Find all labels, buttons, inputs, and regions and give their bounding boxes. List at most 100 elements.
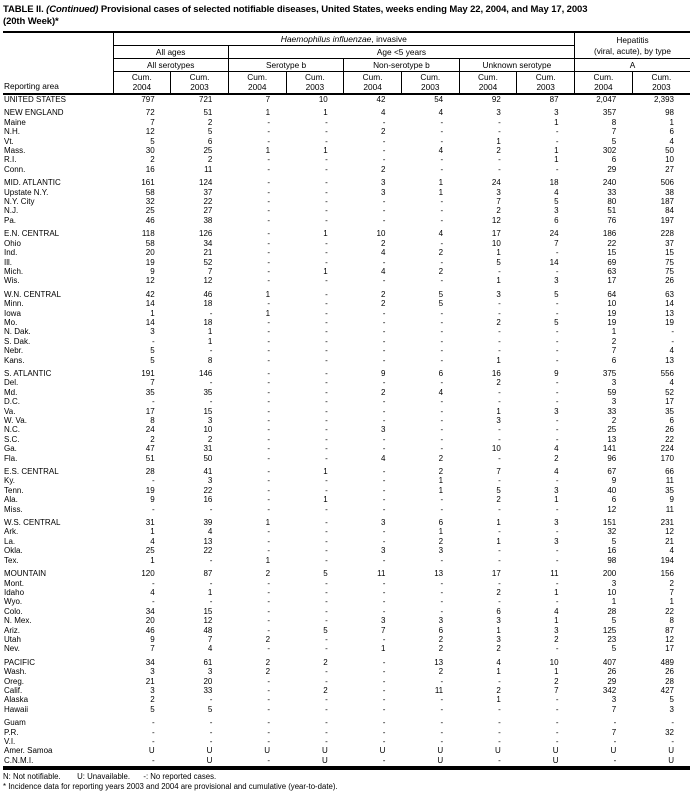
value-cell: - [498,737,501,746]
value-cell: 1 [323,266,328,276]
value-cell: 3 [554,206,559,216]
table-row: P.R. - - - - - - - - 7 32 [3,728,690,737]
value-cell: - [267,467,271,477]
value-cell: 3 [554,625,559,635]
value-cell: 3 [150,667,155,677]
table-row: Okla. 25 22 - - 3 3 - - 16 4 [3,546,690,555]
hepatitis-a-header: A [574,58,690,72]
value-cell: - [555,695,559,705]
reporting-area-cell: V.I. [4,737,16,746]
value-cell: 29 [607,164,617,174]
value-cell: - [498,164,501,174]
value-cell: 3 [496,187,501,197]
region-group: E.S. CENTRAL 28 41-1-2 7 4 67 66 Ky. -3- - -1- -9 11… [3,463,690,514]
value-cell: - [498,425,501,435]
value-cell: 2 [265,657,271,667]
value-cell: U [668,746,674,756]
value-cell: - [267,387,271,397]
reporting-area-cell: Ala. [4,495,18,505]
value-cell: - [498,127,501,137]
reporting-area-cell: NEW ENGLAND [4,108,64,118]
all-serotypes-header: All serotypes [113,58,229,72]
table-row: Guam - - - - - - - - - - [3,714,690,727]
value-cell: - [574,755,633,771]
value-cell: - [152,727,155,737]
value-cell: - [209,346,213,356]
value-cell: - [325,155,328,165]
value-cell: - [440,276,444,286]
value-cell: 224 [660,444,674,454]
value-cell: - [555,378,559,388]
table-row: N. Dak. 3 1 - - - - - - 1 - [3,327,690,336]
value-cell: 2 [207,117,213,127]
table-row: Idaho 4 1 - - - - 2 1 10 7 [3,588,690,597]
value-cell: 1 [554,667,559,677]
value-cell: 4 [150,536,155,546]
value-cell: - [267,187,271,197]
value-cell: - [555,127,559,137]
value-cell: - [555,504,559,514]
reporting-area-cell: N.J. [4,206,19,216]
value-cell: U [610,746,617,756]
value-cell: 29 [607,676,617,686]
value-cell: 69 [607,257,617,267]
legend-unavailable: U: Unavailable. [77,772,131,782]
value-cell: 2 [496,146,501,156]
value-cell: 19 [145,257,155,267]
value-cell: - [209,555,213,565]
reporting-area-cell: Ga. [4,444,17,454]
value-cell: 13 [434,569,444,579]
value-cell: - [555,299,559,309]
hib-rest-label: , invasive [371,34,407,44]
value-cell: - [152,597,155,607]
value-cell: 1 [496,406,501,416]
value-cell: - [555,336,559,346]
value-cell: - [498,308,501,318]
reporting-area-cell: N.Y. City [4,197,35,207]
value-cell: - [325,444,328,454]
value-cell: - [267,206,271,216]
value-cell: 2 [380,387,386,397]
value-cell: - [555,578,559,588]
value-cell: - [325,727,328,737]
value-cell: - [267,178,271,188]
value-cell: 191 [141,368,155,378]
value-cell: - [440,197,444,207]
value-cell: 4 [669,346,674,356]
value-cell: - [382,406,386,416]
value-cell: - [267,266,271,276]
value-cell: 1 [150,308,155,318]
value-cell: - [152,336,155,346]
value-cell: 9 [380,368,386,378]
value-cell: 13 [607,434,617,444]
value-cell: 12 [665,527,674,537]
table-row: Tenn. 19 22 - - - 1 5 3 40 35 [3,486,690,495]
reporting-area-cell: MOUNTAIN [4,569,47,579]
reporting-area-cell: Pa. [4,215,17,225]
value-cell: 3 [150,327,155,337]
value-cell: - [325,606,328,616]
value-cell: 2 [438,266,444,276]
value-cell: 21 [665,536,674,546]
value-cell: - [382,308,386,318]
value-cell: 342 [602,685,617,695]
value-cell: - [267,644,271,654]
value-cell: - [555,727,559,737]
value-cell: - [267,257,271,267]
value-cell: - [440,327,444,337]
value-cell: 13 [434,657,444,667]
value-cell: - [382,737,386,746]
value-cell: - [325,248,328,258]
value-cell: - [267,355,271,365]
value-cell: - [382,206,386,216]
reporting-area-cell: Iowa [4,308,21,318]
value-cell: - [555,387,559,397]
table-title: TABLE II. (Continued) Provisional cases … [3,4,690,28]
value-cell: - [555,737,559,746]
value-cell: 170 [660,453,674,463]
region-group: E.N. CENTRAL 118 126-1 10 4 17 24 186 228 Ohio 58 3… [3,225,690,285]
value-cell: 80 [607,197,617,207]
value-cell: - [325,327,328,337]
table-row: MOUNTAIN 120 87 2 5 11 13 17 11 200 156 [3,565,690,578]
value-cell: - [267,434,271,444]
